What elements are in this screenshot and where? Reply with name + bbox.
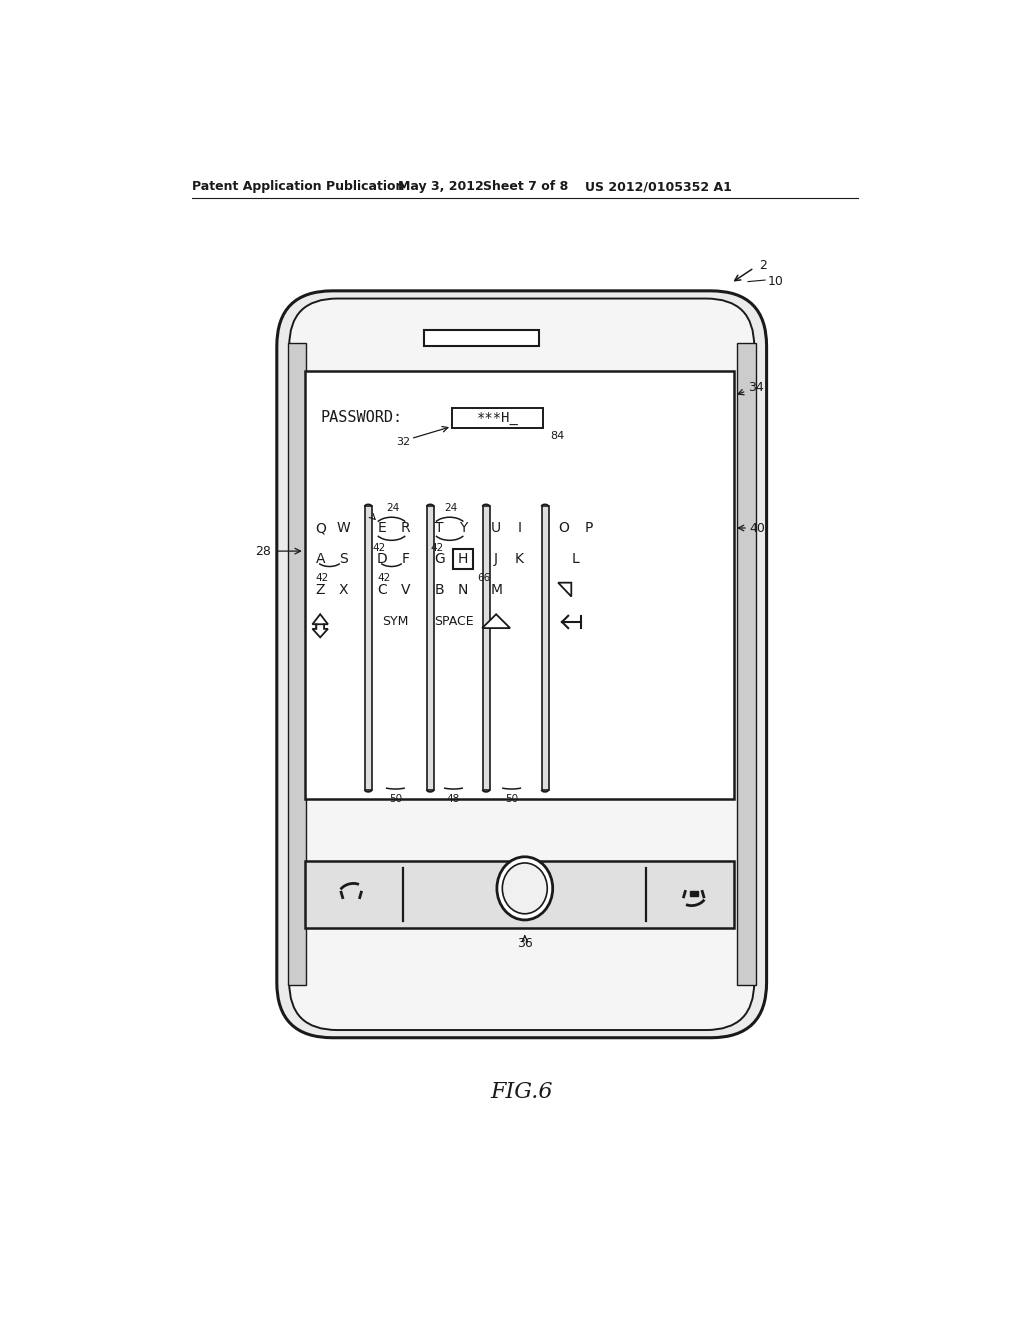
Text: 32: 32 xyxy=(396,437,411,446)
Text: 36: 36 xyxy=(517,937,532,950)
Text: H: H xyxy=(458,552,468,566)
Bar xyxy=(305,861,734,928)
Text: ***H_: ***H_ xyxy=(477,411,518,425)
Ellipse shape xyxy=(497,857,553,920)
Text: 42: 42 xyxy=(373,544,386,553)
Text: Q: Q xyxy=(314,521,326,535)
Text: D: D xyxy=(377,552,387,566)
Text: K: K xyxy=(515,552,524,566)
Text: M: M xyxy=(490,582,502,597)
Text: L: L xyxy=(572,552,580,566)
Bar xyxy=(690,891,697,896)
Text: 10: 10 xyxy=(768,275,784,288)
Text: 42: 42 xyxy=(431,544,443,553)
Text: J: J xyxy=(495,552,498,566)
Text: PASSWORD:: PASSWORD: xyxy=(321,409,402,425)
Bar xyxy=(483,507,489,789)
Text: 48: 48 xyxy=(446,795,460,804)
Text: FIG.6: FIG.6 xyxy=(490,1081,553,1102)
Text: 40: 40 xyxy=(750,521,765,535)
Text: May 3, 2012: May 3, 2012 xyxy=(397,181,483,194)
Text: P: P xyxy=(585,521,593,535)
Text: E: E xyxy=(378,521,387,535)
Polygon shape xyxy=(312,614,328,631)
Text: Sheet 7 of 8: Sheet 7 of 8 xyxy=(483,181,568,194)
Polygon shape xyxy=(558,582,571,597)
Text: V: V xyxy=(400,582,411,597)
Text: G: G xyxy=(434,552,444,566)
Polygon shape xyxy=(482,614,510,628)
Ellipse shape xyxy=(503,863,547,913)
Bar xyxy=(542,507,549,789)
Text: T: T xyxy=(435,521,443,535)
Text: 24: 24 xyxy=(386,503,399,512)
Text: X: X xyxy=(339,582,348,597)
Text: F: F xyxy=(401,552,410,566)
Text: C: C xyxy=(377,582,387,597)
Text: 24: 24 xyxy=(444,503,458,512)
Bar xyxy=(305,371,734,799)
Text: 2: 2 xyxy=(759,259,767,272)
Text: U: U xyxy=(492,521,501,535)
Text: Patent Application Publication: Patent Application Publication xyxy=(191,181,403,194)
Text: N: N xyxy=(458,582,468,597)
Text: 50: 50 xyxy=(389,795,402,804)
Bar xyxy=(366,507,372,789)
Text: 34: 34 xyxy=(748,381,764,395)
Polygon shape xyxy=(312,624,328,638)
Bar xyxy=(427,507,434,789)
Text: SPACE: SPACE xyxy=(434,615,473,628)
Text: R: R xyxy=(400,521,411,535)
Text: Y: Y xyxy=(459,521,467,535)
FancyBboxPatch shape xyxy=(276,290,767,1038)
Text: SYM: SYM xyxy=(382,615,409,628)
Bar xyxy=(288,343,306,985)
Text: 28: 28 xyxy=(255,545,270,557)
Text: I: I xyxy=(517,521,521,535)
Text: 50: 50 xyxy=(505,795,518,804)
FancyBboxPatch shape xyxy=(289,298,755,1030)
Text: 66: 66 xyxy=(477,573,490,582)
Text: 84: 84 xyxy=(550,430,564,441)
Bar xyxy=(424,330,539,346)
Text: 42: 42 xyxy=(315,573,329,582)
Text: S: S xyxy=(339,552,348,566)
Text: US 2012/0105352 A1: US 2012/0105352 A1 xyxy=(586,181,732,194)
Text: 42: 42 xyxy=(377,573,390,582)
Text: W: W xyxy=(337,521,350,535)
Text: B: B xyxy=(435,582,444,597)
Bar xyxy=(737,343,756,985)
Text: Z: Z xyxy=(315,582,325,597)
Text: O: O xyxy=(558,521,569,535)
Bar xyxy=(453,549,473,569)
Text: A: A xyxy=(315,552,325,566)
Bar xyxy=(452,408,544,428)
